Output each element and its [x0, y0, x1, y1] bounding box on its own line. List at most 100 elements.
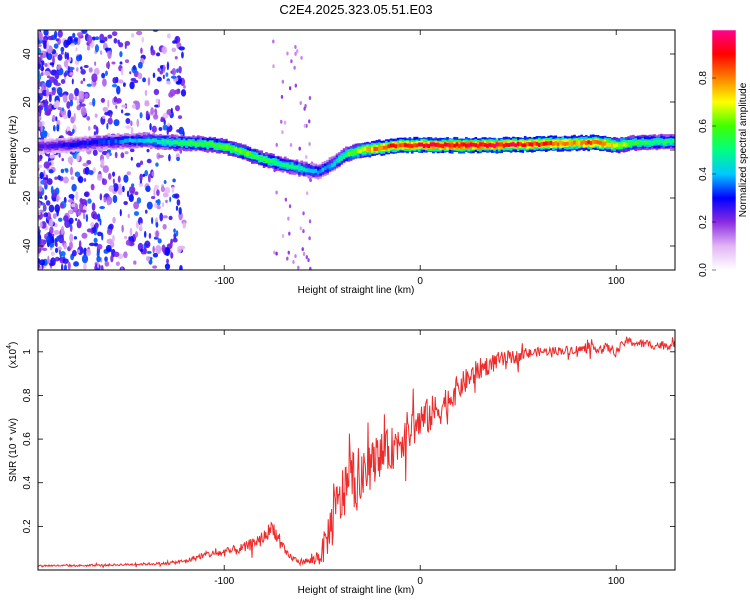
spectrogram-ridge-cell — [625, 142, 628, 147]
spectrogram-ridge-cell — [385, 145, 388, 150]
spectrogram-noise-speck — [288, 86, 292, 91]
spectrogram-ridge-cell — [561, 141, 565, 146]
spectrogram-noise-speck — [178, 46, 185, 51]
spectrogram-noise-speck — [172, 178, 176, 183]
spectrogram-noise-speck — [305, 155, 308, 160]
spectrogram-ridge-cell — [608, 142, 612, 147]
spectrogram-noise-speck — [163, 119, 166, 126]
spectrogram-noise-speck — [302, 211, 305, 216]
spectrogram-noise-speck — [181, 51, 184, 59]
colorbar-ticks: 0.0 0.2 0.4 0.6 0.8 — [698, 71, 716, 277]
spectrogram-ridge-cell — [180, 140, 184, 145]
spectrogram-ridge-cell — [615, 142, 619, 147]
spectrogram-noise-speck — [48, 218, 54, 227]
spectrogram-ridge-cell — [194, 142, 198, 147]
spectrogram-y-label: Frequency (Hz) — [8, 116, 19, 185]
spectrogram-ridge-cell — [436, 143, 440, 148]
spectrogram-noise-speck — [104, 111, 110, 116]
spectrogram-noise-speck — [58, 235, 65, 244]
spectrogram-noise-speck — [68, 217, 74, 225]
spectrogram-noise-speck — [72, 32, 76, 38]
spectrogram-noise-speck — [46, 178, 53, 185]
spectrogram-noise-speck — [38, 231, 41, 236]
spectrogram-ridge-cell — [465, 143, 468, 148]
spectrogram-ridge-cell — [509, 142, 513, 147]
spectrogram-ridge-cell — [629, 141, 633, 146]
spectrogram-noise-speck — [75, 47, 78, 52]
spectrogram-ridge-cell — [291, 164, 294, 169]
spectrogram-ridge-cell — [128, 138, 132, 143]
spectrogram-noise-speck — [76, 67, 79, 72]
spectrogram-noise-speck — [114, 151, 118, 159]
spectrogram-ridge-cell — [594, 139, 598, 144]
spectrogram-noise-speck — [137, 61, 143, 69]
spectrogram-noise-speck — [161, 244, 166, 253]
spectrogram-ridge-cell — [669, 140, 673, 145]
spectrogram-ridge-cell — [112, 139, 115, 144]
spectrogram-noise-speck — [54, 71, 60, 80]
spectrogram-ridge-cell — [448, 143, 452, 148]
spectrogram-ridge-cell — [620, 142, 623, 147]
spectrogram-noise-speck — [144, 240, 151, 249]
spectrogram-noise-speck — [39, 221, 43, 229]
spectrogram-noise-speck — [148, 232, 152, 239]
spectrogram-noise-speck — [115, 105, 118, 109]
spectrogram-ridge-cell — [566, 141, 569, 146]
colorbar-tick-label: 0.6 — [698, 119, 709, 133]
spectrogram-noise-speck — [62, 176, 69, 184]
spectrogram-noise-speck — [146, 148, 150, 153]
spectrogram-noise-speck — [67, 109, 72, 119]
spectrogram-noise-speck — [308, 219, 312, 224]
spectrogram-noise-speck — [111, 31, 118, 37]
spectrogram-ridge-cell — [514, 143, 518, 148]
spectrogram-ridge-cell — [196, 142, 200, 147]
spectrogram-ridge-cell — [131, 138, 134, 143]
spectrogram-noise-speck — [79, 202, 84, 212]
spectrogram-ridge-cell — [427, 144, 431, 149]
spectrogram-noise-speck — [38, 56, 42, 64]
spectrogram-noise-speck — [116, 98, 122, 104]
spectrogram-noise-speck — [83, 263, 87, 270]
spectrogram-ridge-cell — [323, 166, 327, 171]
spectrogram-noise-speck — [44, 110, 51, 116]
spectrogram-noise-speck — [38, 116, 42, 121]
spectrogram-ridge-cell — [178, 141, 181, 146]
spectrogram-ridge-cell — [154, 138, 158, 143]
spectrogram-noise-speck — [57, 54, 63, 61]
spectrogram-y-tick-label: 20 — [22, 96, 33, 108]
spectrogram-ridge-cell — [142, 138, 146, 143]
spectrogram-noise-speck — [71, 249, 77, 257]
spectrogram-noise-speck — [294, 254, 297, 259]
spectrogram-noise-speck — [39, 239, 46, 248]
spectrogram-noise-speck — [88, 125, 91, 131]
spectrogram-ridge-cell — [570, 141, 574, 146]
spectrogram-ridge-cell — [185, 140, 188, 145]
spectrogram-noise-speck — [73, 261, 79, 267]
spectrogram-x-axis: -100 0 100 — [214, 30, 625, 287]
spectrogram-noise-speck — [121, 224, 124, 233]
spectrogram-noise-speck — [69, 72, 74, 76]
spectrogram-ridge-cell — [309, 168, 313, 173]
spectrogram-ridge-cell — [639, 140, 642, 145]
spectrogram-ridge-cell — [540, 142, 543, 147]
spectrogram-ridge-cell — [450, 143, 454, 148]
spectrogram-ridge-cell — [295, 165, 299, 170]
spectrogram-noise-speck — [153, 88, 160, 96]
spectrogram-ridge-cell — [302, 167, 306, 172]
spectrogram-ridge-cell — [533, 141, 536, 146]
snr-scale-suffix: ) — [8, 342, 19, 345]
spectrogram-ridge-cell — [617, 143, 621, 148]
spectrogram-noise-speck — [79, 198, 83, 204]
spectrogram-ridge-cell — [55, 143, 59, 148]
spectrogram-noise-speck — [132, 64, 136, 71]
spectrogram-ridge-cell — [300, 166, 304, 171]
spectrogram-noise-speck — [150, 195, 156, 200]
spectrogram-noise-speck — [90, 183, 95, 191]
spectrogram-noise-speck — [41, 130, 48, 138]
spectrogram-noise-speck — [172, 40, 177, 44]
spectrogram-ridge-cell — [660, 139, 663, 144]
spectrogram-noise-speck — [91, 73, 98, 83]
spectrogram-noise-speck — [65, 168, 69, 173]
spectrogram-noise-speck — [43, 40, 47, 49]
spectrogram-ridge-cell — [345, 153, 348, 158]
